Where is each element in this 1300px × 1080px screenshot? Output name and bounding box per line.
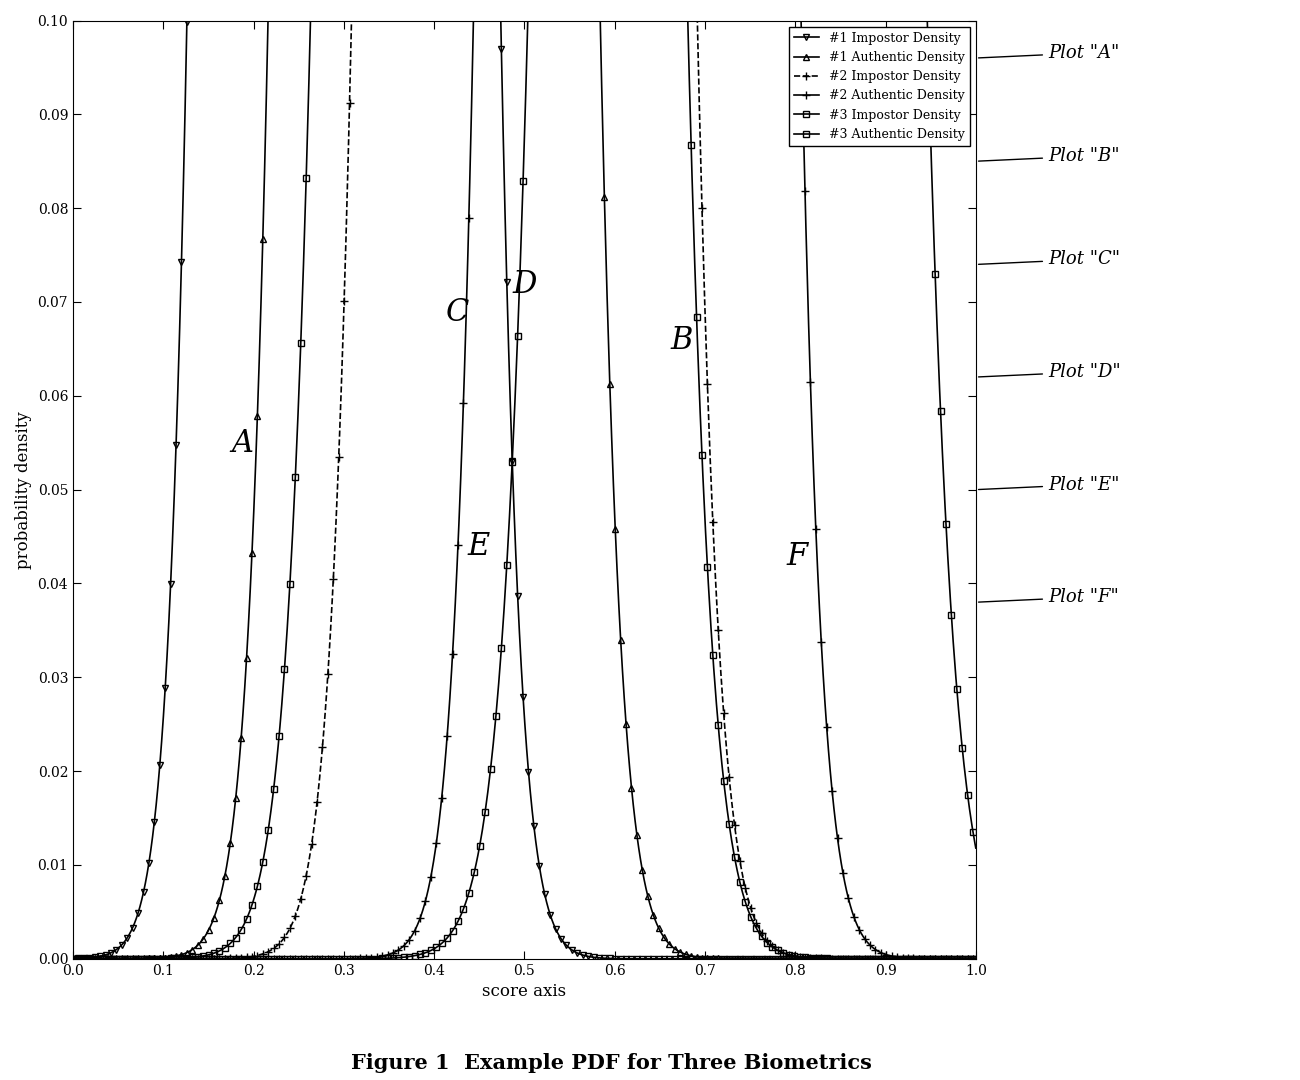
Text: B: B [671,325,693,356]
Text: Figure 1  Example PDF for Three Biometrics: Figure 1 Example PDF for Three Biometric… [351,1053,871,1074]
Text: C: C [446,297,469,327]
Text: A: A [231,428,254,459]
Text: F: F [786,541,807,571]
Text: Plot "E": Plot "E" [979,475,1119,494]
Text: Plot "B": Plot "B" [979,147,1119,165]
Text: Plot "D": Plot "D" [979,363,1121,381]
Text: Plot "F": Plot "F" [979,589,1119,606]
Text: E: E [468,531,490,563]
X-axis label: score axis: score axis [482,983,567,1000]
Text: Plot "A": Plot "A" [979,44,1119,62]
Y-axis label: probability density: probability density [16,410,32,568]
Text: Plot "C": Plot "C" [979,251,1121,269]
Text: D: D [512,269,537,299]
Legend: #1 Impostor Density, #1 Authentic Density, #2 Impostor Density, #2 Authentic Den: #1 Impostor Density, #1 Authentic Densit… [789,27,970,146]
